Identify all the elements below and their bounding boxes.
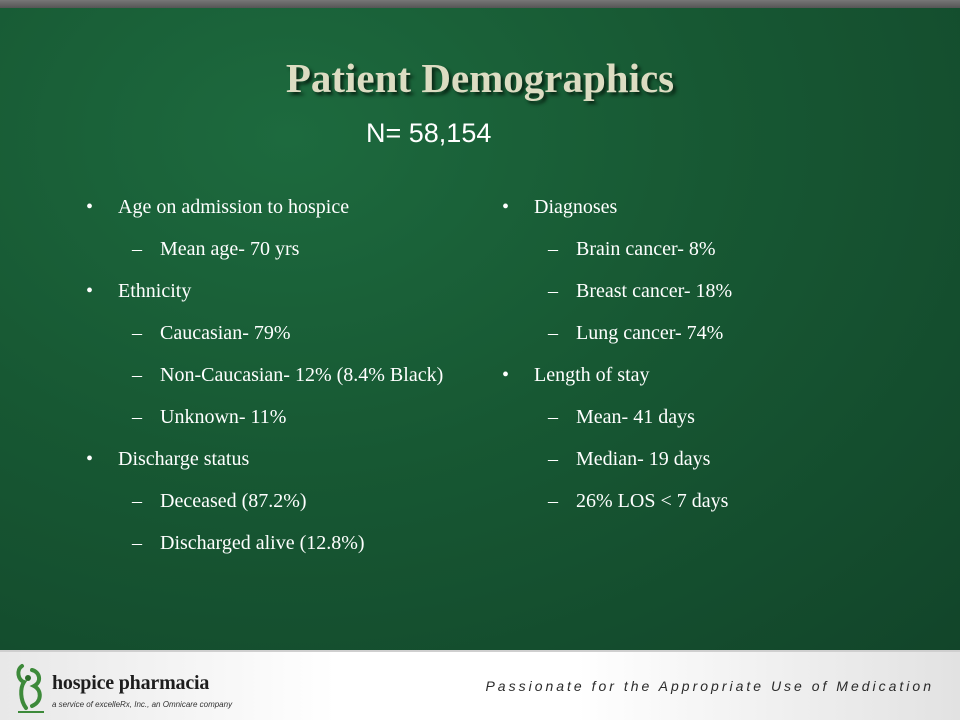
- bullet-text: Caucasian- 79%: [160, 322, 291, 344]
- bullet-text: Unknown- 11%: [160, 406, 287, 428]
- bullet-text: 26% LOS < 7 days: [576, 490, 729, 512]
- bullet-item: • Ethnicity: [84, 276, 444, 306]
- bullet-item: • Discharge status: [84, 444, 444, 474]
- left-column: • Age on admission to hospice – Mean age- 7…: [84, 192, 444, 570]
- bullet-text: Discharge status: [118, 448, 250, 470]
- right-column: • Diagnoses – Brain cancer- 8% – Breast cance…: [500, 192, 860, 528]
- logo-name: hospice pharmacia: [52, 672, 210, 694]
- sub-bullet-item: – Deceased (87.2%): [84, 486, 444, 516]
- bullet-text: Diagnoses: [534, 196, 618, 218]
- bullet-text: Mean age- 70 yrs: [160, 238, 300, 260]
- dash-marker: –: [132, 406, 142, 428]
- sub-bullet-item: – Non-Caucasian- 12% (8.4% Black): [84, 360, 444, 390]
- dash-marker: –: [548, 448, 558, 470]
- bullet-text: Non-Caucasian- 12% (8.4% Black): [160, 364, 444, 386]
- logo-tagline: a service of excelleRx, Inc., an Omnicar…: [52, 700, 233, 709]
- slide-title: Patient Demographics: [285, 55, 675, 101]
- dash-marker: –: [132, 532, 142, 554]
- sub-bullet-item: –26% LOS < 7 days: [500, 486, 860, 516]
- dash-marker: –: [548, 322, 558, 344]
- bullet-item: • Diagnoses: [500, 192, 860, 222]
- bullet-text: Mean- 41 days: [576, 406, 695, 428]
- dash-marker: –: [548, 238, 558, 260]
- sub-bullet-item: – Mean- 41 days: [500, 402, 860, 432]
- dash-marker: –: [548, 280, 558, 302]
- bullet-marker: •: [86, 280, 94, 302]
- sub-bullet-item: – Unknown- 11%: [84, 402, 444, 432]
- sub-bullet-item: – Lung cancer- 74%: [500, 318, 860, 348]
- main-panel: Patient Demographics N= 58,154 • Age on a…: [0, 8, 960, 650]
- dash-marker: –: [548, 406, 558, 428]
- bullet-text: Age on admission to hospice: [118, 196, 350, 218]
- sub-bullet-item: – Caucasian- 79%: [84, 318, 444, 348]
- bullet-text: Median- 19 days: [576, 448, 711, 470]
- bullet-text: Deceased (87.2%): [160, 490, 307, 512]
- footer-tagline: Passionate for the Appropriate Use of Me…: [485, 678, 934, 694]
- bullet-text: Brain cancer- 8%: [576, 238, 716, 260]
- bullet-marker: •: [502, 364, 510, 386]
- bullet-item: • Age on admission to hospice: [84, 192, 444, 222]
- dash-marker: –: [132, 490, 142, 512]
- bullet-text: Ethnicity: [118, 280, 192, 302]
- bullet-item: • Length of stay: [500, 360, 860, 390]
- bullet-text: Breast cancer- 18%: [576, 280, 733, 302]
- sub-bullet-item: – Median- 19 days: [500, 444, 860, 474]
- bullet-text: Discharged alive (12.8%): [160, 532, 365, 554]
- bullet-marker: •: [86, 196, 94, 218]
- footer: hospice pharmacia a service of excelleRx…: [0, 650, 960, 720]
- bullet-marker: •: [86, 448, 94, 470]
- sub-bullet-item: – Mean age- 70 yrs: [84, 234, 444, 264]
- bullet-text: Lung cancer- 74%: [576, 322, 724, 344]
- bullet-text: Length of stay: [534, 364, 650, 386]
- hospice-pharmacia-logo-icon: [16, 664, 44, 713]
- top-bar: [0, 0, 960, 8]
- dash-marker: –: [548, 490, 558, 512]
- dash-marker: –: [132, 322, 142, 344]
- sample-size: N= 58,154: [366, 118, 492, 148]
- dash-marker: –: [132, 364, 142, 386]
- bullet-marker: •: [502, 196, 510, 218]
- sub-bullet-item: – Breast cancer- 18%: [500, 276, 860, 306]
- sub-bullet-item: – Discharged alive (12.8%): [84, 528, 444, 558]
- dash-marker: –: [132, 238, 142, 260]
- sub-bullet-item: – Brain cancer- 8%: [500, 234, 860, 264]
